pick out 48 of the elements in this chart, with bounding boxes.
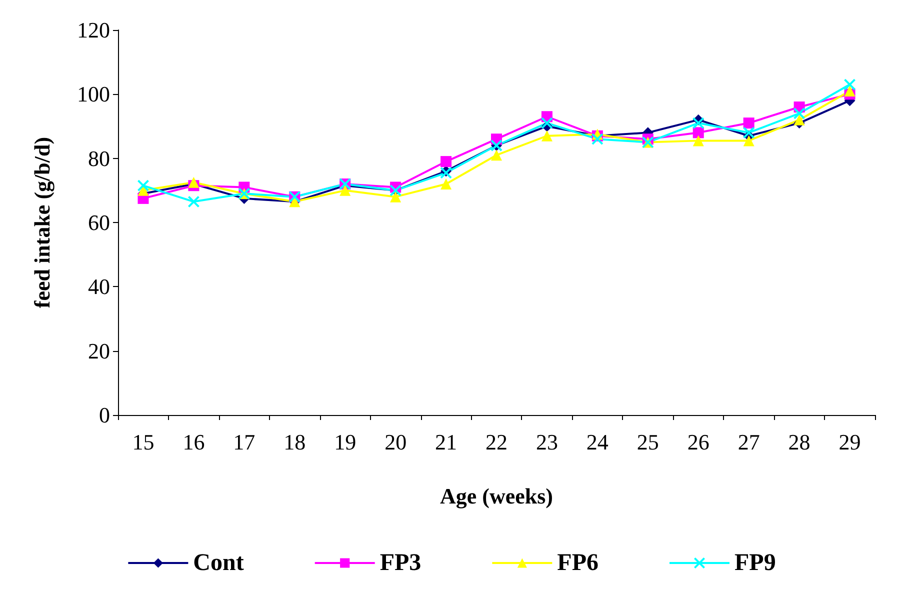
x-tick-label: 25 [636,430,659,454]
point [440,178,452,190]
y-tick-label: 20 [88,338,110,364]
x-tick-label: 17 [233,430,256,454]
point [340,184,351,196]
y-axis-title: feed intake (g/b/d) [30,136,54,308]
y-tick-label: 100 [77,82,110,107]
point [591,133,604,146]
x-tick-label: 27 [738,430,760,454]
point [440,156,452,168]
point [491,150,502,161]
point [137,180,150,192]
x-tick-label: 24 [586,430,608,454]
x-tick-label: 21 [435,430,458,454]
point [692,135,704,146]
point [794,114,805,126]
legend-label: FP9 [734,550,776,576]
y-tick-label: 40 [88,274,110,300]
point [541,130,552,142]
x-tick-label: 20 [384,430,407,454]
y-tick-label: 60 [88,210,110,235]
y-tick-label: 80 [88,146,110,171]
point [540,117,553,130]
point [742,126,755,139]
point [390,191,402,202]
x-tick-label: 19 [334,430,356,454]
x-axis-title: Age (weeks) [440,484,554,508]
point [743,118,754,129]
x-tick-label: 16 [182,430,205,454]
point [188,196,200,208]
x-tick-label: 29 [838,430,861,454]
y-tick-label: 0 [99,402,110,428]
point [844,78,856,91]
x-tick-label: 18 [284,430,306,454]
x-tick-label: 23 [536,430,558,454]
legend-label: FP3 [380,550,422,576]
point [793,107,806,120]
x-tick-label: 28 [788,430,810,454]
y-tick-label: 120 [77,18,110,42]
legend-label: Cont [193,550,244,576]
point [743,135,754,146]
x-tick-label: 22 [486,430,508,454]
point [692,117,704,130]
legend-label: FP6 [557,550,599,576]
point [844,85,856,96]
x-tick-label: 15 [132,430,154,454]
point [692,127,704,138]
x-tick-label: 26 [687,430,710,454]
